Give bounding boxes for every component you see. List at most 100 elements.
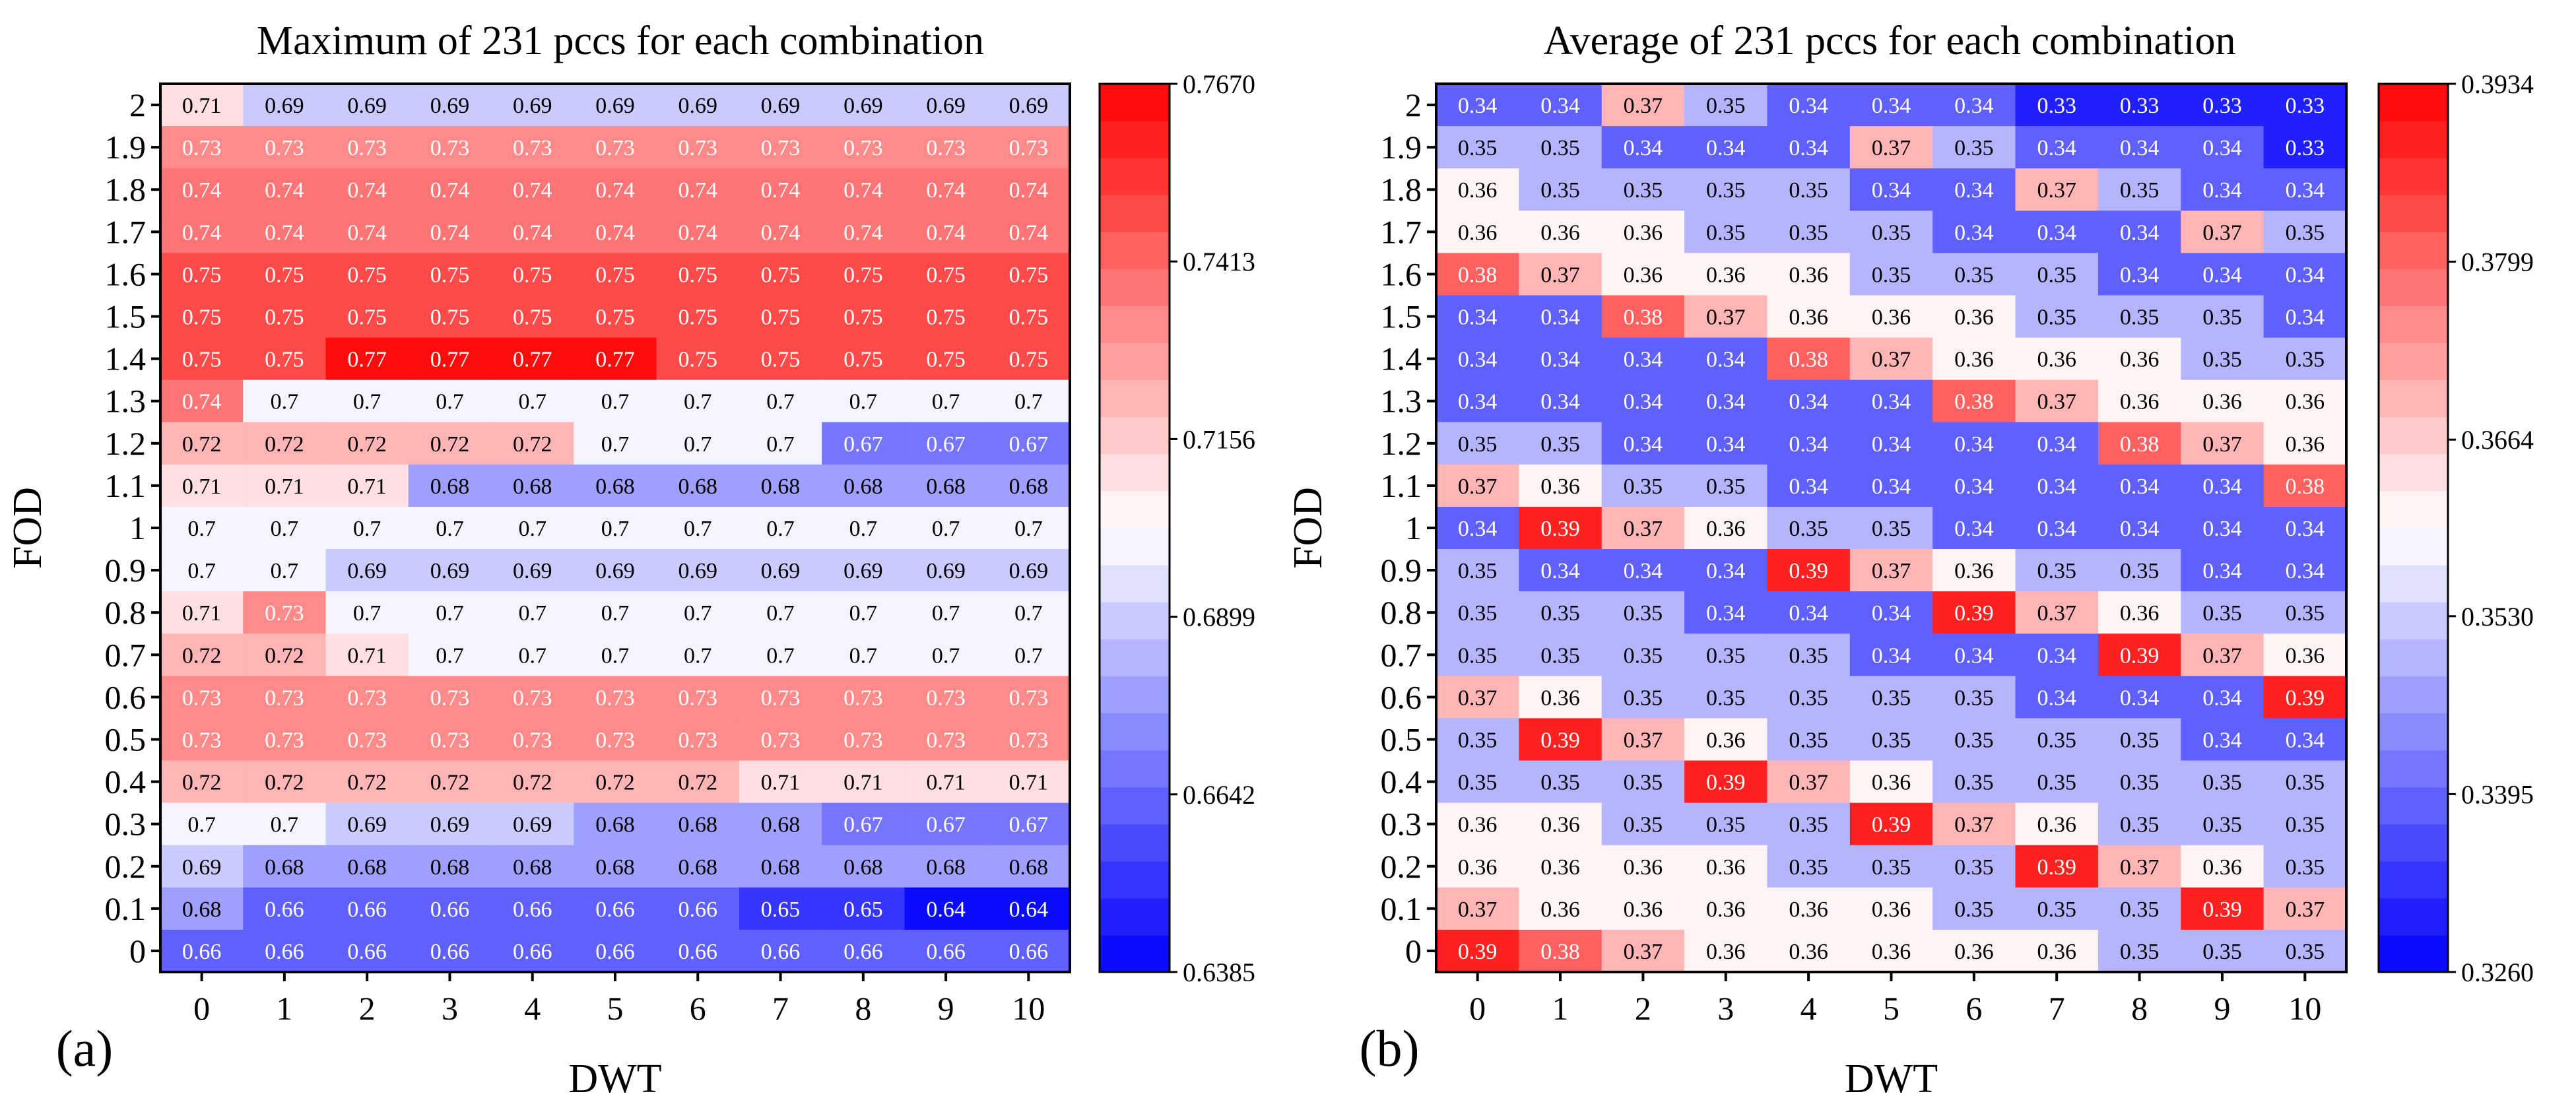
cell-value-label: 0.36 (1872, 771, 1911, 795)
cell-value-label: 0.36 (1706, 263, 1746, 287)
cell-value-label: 0.35 (2202, 348, 2242, 372)
y-tick-label: 1.9 (1381, 129, 1422, 166)
cell-value-label: 0.74 (513, 220, 552, 245)
cell-value-label: 0.36 (2037, 940, 2076, 964)
cell-value-label: 0.72 (347, 432, 387, 457)
cell-value-label: 0.7 (518, 390, 546, 414)
x-tick-label: 6 (1965, 990, 1982, 1027)
y-axis-label: FOD (5, 487, 50, 569)
heatmap-cell (904, 802, 988, 846)
cell-value-label: 0.36 (1706, 897, 1746, 922)
heatmap-cell (987, 168, 1071, 211)
heatmap-cell (2263, 718, 2347, 762)
cell-value-label: 0.73 (265, 686, 304, 710)
cell-value-label: 0.69 (1009, 559, 1049, 583)
cell-value-label: 0.73 (678, 136, 718, 160)
colorbar-segment (1100, 860, 1170, 899)
y-tick-label: 1 (129, 509, 146, 546)
heatmap-cell (1849, 887, 1933, 930)
heatmap-cell (1932, 464, 2016, 507)
cell-value-label: 0.34 (1872, 94, 1911, 118)
heatmap-cell (1436, 211, 1519, 253)
y-axis-label: FOD (1286, 487, 1331, 569)
heatmap-cell (1684, 760, 1768, 804)
heatmap-cell (2263, 802, 2347, 846)
colorbar-tick-label: 0.3260 (2461, 958, 2534, 987)
cell-value-label: 0.75 (182, 306, 222, 330)
heatmap-cell (1436, 379, 1519, 423)
heatmap-cell (408, 211, 492, 253)
heatmap-cell (574, 168, 657, 211)
cell-value-label: 0.37 (1458, 686, 1498, 710)
heatmap-cell (1436, 84, 1519, 127)
heatmap-cell (1849, 506, 1933, 550)
heatmap-cell (160, 253, 244, 296)
heatmap-cell (574, 887, 657, 930)
cell-value-label: 0.75 (347, 306, 387, 330)
cell-value-label: 0.75 (513, 306, 552, 330)
cell-value-label: 0.36 (1624, 263, 1663, 287)
cell-value-label: 0.73 (265, 728, 304, 752)
cell-value-label: 0.75 (843, 306, 883, 330)
heatmap-cell (2097, 718, 2181, 762)
cell-value-label: 0.65 (761, 897, 801, 922)
heatmap-cell (1849, 211, 1933, 253)
heatmap-cell (408, 760, 492, 804)
cell-value-label: 0.35 (1789, 813, 1828, 837)
heatmap-cells (160, 84, 1071, 973)
y-tick-label: 0.4 (105, 763, 147, 800)
heatmap-cell (1684, 168, 1768, 211)
cell-value-label: 0.35 (2286, 855, 2325, 880)
heatmap-cell (1601, 211, 1685, 253)
cell-value-label: 0.74 (595, 220, 635, 245)
heatmap-cell (1436, 126, 1519, 169)
cell-value-label: 0.34 (1458, 306, 1498, 330)
cell-value-label: 0.34 (2202, 178, 2242, 203)
cell-value-label: 0.69 (347, 813, 387, 837)
heatmap-cell (1849, 549, 1933, 592)
cell-value-label: 0.35 (1458, 643, 1498, 668)
heatmap-cell (160, 845, 244, 888)
cell-value-label: 0.68 (1009, 855, 1049, 880)
cell-value-label: 0.74 (843, 220, 883, 245)
cell-value-label: 0.35 (2120, 178, 2160, 203)
cell-value-label: 0.73 (347, 686, 387, 710)
heatmap-cell (1932, 549, 2016, 592)
heatmap-cell (1519, 845, 1602, 888)
cell-value-label: 0.75 (926, 306, 966, 330)
cell-value-label: 0.35 (2037, 559, 2076, 583)
colorbar-segment (2379, 379, 2448, 418)
colorbar-segment (1100, 195, 1170, 232)
heatmap-cell (1684, 337, 1768, 381)
cell-value-label: 0.36 (1872, 306, 1911, 330)
heatmap-cell (2015, 253, 2099, 296)
cell-value-label: 0.34 (1954, 517, 1994, 541)
cell-value-label: 0.72 (678, 771, 718, 795)
heatmap-cell (574, 422, 657, 465)
cell-value-label: 0.68 (678, 855, 718, 880)
cell-value-label: 0.75 (430, 306, 470, 330)
cell-value-label: 0.37 (1789, 771, 1828, 795)
cell-value-label: 0.7 (932, 601, 960, 626)
cell-value-label: 0.73 (595, 136, 635, 160)
heatmap-cell (1519, 211, 1602, 253)
cell-value-label: 0.73 (182, 686, 222, 710)
colorbar-segment (1100, 121, 1170, 158)
heatmap-cell (739, 422, 822, 465)
cell-value-label: 0.69 (1009, 94, 1049, 118)
cell-value-label: 0.39 (2120, 643, 2160, 668)
cell-value-label: 0.7 (766, 390, 795, 414)
cell-value-label: 0.7 (518, 517, 546, 541)
colorbar-segment (1100, 676, 1170, 714)
heatmap-cell (325, 802, 409, 846)
cell-value-label: 0.37 (2202, 643, 2242, 668)
cell-value-label: 0.66 (1009, 940, 1049, 964)
cell-value-label: 0.71 (182, 601, 222, 626)
heatmap-cell (2015, 887, 2099, 930)
cell-value-label: 0.74 (430, 220, 470, 245)
colorbar-frame (1098, 82, 1171, 973)
cell-value-label: 0.34 (2286, 728, 2325, 752)
colorbar-segment (1100, 565, 1170, 602)
heatmap-cell (1519, 718, 1602, 762)
cell-value-label: 0.35 (1540, 771, 1580, 795)
